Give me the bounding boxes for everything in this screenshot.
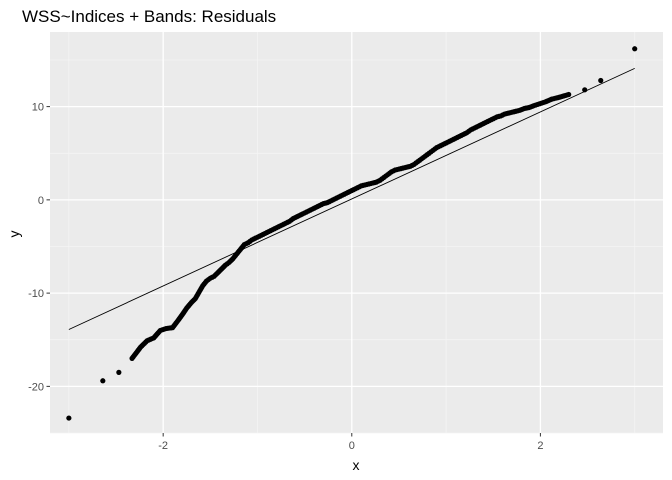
data-point bbox=[632, 46, 638, 52]
reference-line-layer bbox=[68, 67, 635, 330]
reference-line bbox=[68, 67, 635, 330]
x-tick-label: -2 bbox=[158, 440, 168, 452]
data-point bbox=[116, 369, 122, 375]
x-axis: -2 0 2 bbox=[158, 433, 543, 452]
y-tick-label: -10 bbox=[28, 288, 44, 300]
x-tick-label: 0 bbox=[349, 440, 355, 452]
y-axis-title: y bbox=[6, 231, 22, 238]
x-axis-title: x bbox=[353, 457, 360, 473]
chart-title: WSS~Indices + Bands: Residuals bbox=[22, 7, 276, 26]
data-point bbox=[66, 415, 72, 421]
data-point bbox=[566, 91, 572, 98]
plot-panel bbox=[50, 32, 663, 433]
y-tick-label: 10 bbox=[32, 102, 44, 114]
grid-major bbox=[50, 32, 663, 433]
data-point bbox=[598, 77, 604, 84]
y-axis: -20 -10 0 10 bbox=[28, 102, 50, 393]
data-points bbox=[66, 46, 638, 421]
x-tick-label: 2 bbox=[537, 440, 543, 452]
data-point bbox=[582, 87, 588, 93]
y-tick-label: 0 bbox=[38, 195, 44, 207]
y-tick-label: -20 bbox=[28, 381, 44, 393]
data-point bbox=[100, 378, 106, 384]
